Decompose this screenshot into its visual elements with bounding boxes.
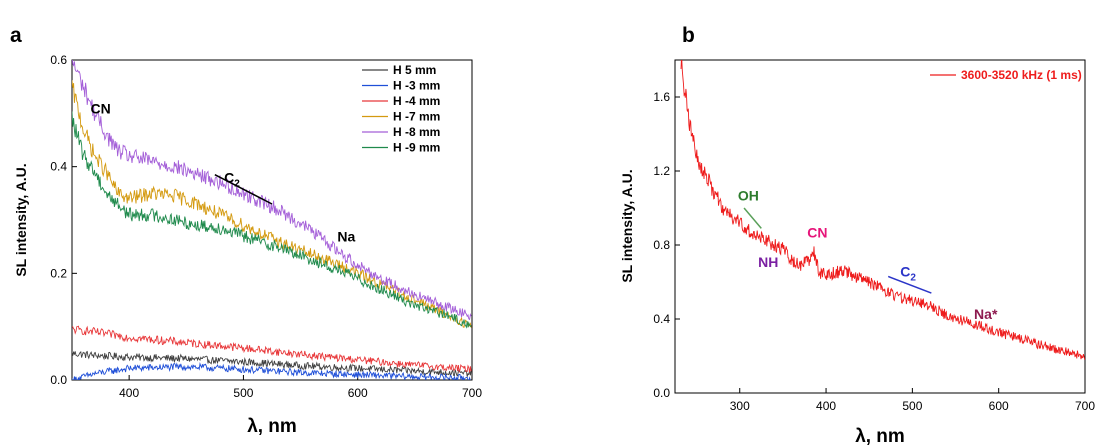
annotation-label: Na* (974, 306, 998, 322)
series-line (72, 60, 472, 321)
plot-frame-a (71, 59, 473, 381)
y-tick-label: 0.4 (50, 160, 67, 174)
legend: 3600-3520 kHz (1 ms) (930, 68, 1082, 82)
x-tick-label: 400 (119, 386, 139, 400)
x-tick-label: 500 (902, 399, 922, 413)
x-tick-label: 400 (816, 399, 836, 413)
marker-line (743, 207, 762, 229)
marker-line (214, 173, 273, 205)
legend-label: H -8 mm (393, 125, 440, 139)
series-line (72, 111, 472, 329)
x-axis-label-a: λ, nm (247, 416, 297, 437)
x-tick-label: 500 (233, 386, 253, 400)
x-tick-label: 600 (989, 399, 1009, 413)
legend-label: H -7 mm (393, 110, 440, 124)
legend-label: H -9 mm (393, 141, 440, 155)
annotation-label: OH (738, 188, 759, 204)
series-line (72, 362, 472, 380)
legend-label: H 5 mm (393, 63, 436, 77)
legend-label: H -4 mm (393, 94, 440, 108)
y-axis-label-b: SL intensity, A.U. (619, 169, 635, 282)
y-tick-label: 1.2 (653, 164, 670, 178)
y-tick-label: 0.2 (50, 266, 67, 280)
series-line (72, 325, 472, 374)
y-tick-label: 0.4 (653, 312, 670, 326)
series-group (72, 60, 472, 380)
x-tick-label: 700 (1075, 399, 1095, 413)
panel-label-b: b (682, 24, 695, 47)
annotation-label: NH (758, 254, 778, 270)
annotation-label: CN (90, 100, 110, 116)
x-axis-label-b: λ, nm (855, 426, 905, 447)
y-tick-label: 1.6 (653, 90, 670, 104)
y-axis-label-a: SL intensity, A.U. (13, 163, 29, 276)
y-tick-label: 0.8 (653, 238, 670, 252)
y-tick-label: 0.0 (653, 386, 670, 400)
y-tick-label: 0.6 (50, 53, 67, 67)
marker-line (887, 275, 932, 294)
series-line (680, 60, 1085, 360)
legend-label: 3600-3520 kHz (1 ms) (961, 68, 1082, 82)
panel-b: b 300 400 500 600 700 0.0 0.4 0.8 1.2 1.6 OH NH CN C2… (619, 24, 1095, 447)
y-tick-label: 0.0 (50, 373, 67, 387)
plot-area-b: 300 400 500 600 700 0.0 0.4 0.8 1.2 1.6 OH NH CN C2 Na… (653, 60, 1095, 413)
plot-frame-b (674, 59, 1086, 394)
legend-label: H -3 mm (393, 79, 440, 93)
annotation-label: Na (337, 228, 355, 244)
panel-label-a: a (10, 24, 22, 47)
x-tick-label: 700 (462, 386, 482, 400)
x-tick-label: 600 (348, 386, 368, 400)
annotation-label: C2 (900, 263, 916, 283)
x-tick-label: 300 (730, 399, 750, 413)
series-line (72, 80, 472, 328)
legend: H 5 mm H -3 mmH -4 mm H -7 mmH -8 mm H -9 m… (362, 63, 440, 155)
series-group (680, 60, 1085, 360)
annotation-label: CN (807, 225, 827, 241)
